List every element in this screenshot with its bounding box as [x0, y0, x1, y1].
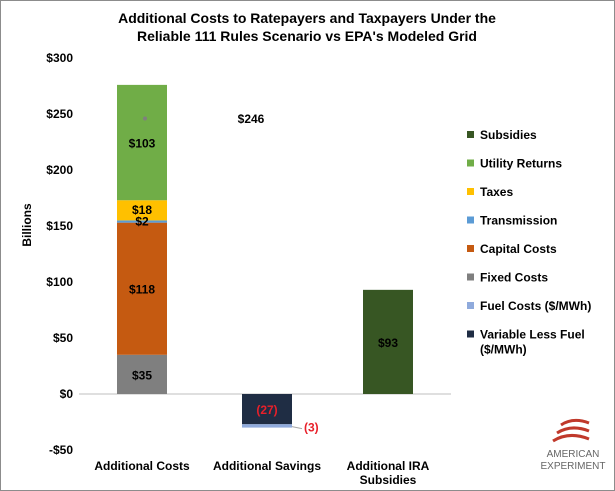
y-tick-label: $250 [46, 107, 73, 121]
chart-title-line-2: Reliable 111 Rules Scenario vs EPA's Mod… [137, 28, 477, 44]
legend-swatch [467, 302, 474, 309]
bar-segment [242, 424, 292, 428]
y-axis-title: Billions [20, 203, 34, 247]
y-tick-label: $200 [46, 163, 73, 177]
bar-segment [117, 354, 167, 394]
bar-segment [242, 394, 292, 425]
x-category-label: Additional IRA [347, 459, 430, 473]
bar-segment [117, 200, 167, 221]
legend-label: Fuel Costs ($/MWh) [480, 299, 591, 313]
data-label: $2 [135, 215, 149, 229]
chart-title: Additional Costs to Ratepayers and Taxpa… [118, 10, 496, 44]
flag-icon [552, 418, 590, 443]
data-label: (27) [256, 403, 277, 417]
y-tick-label: -$50 [49, 443, 73, 457]
bar-segment [117, 84, 167, 201]
legend-swatch [467, 245, 474, 252]
legend-label: Variable Less Fuel [480, 328, 585, 342]
data-label: (3) [304, 421, 319, 435]
logo-text-line-1: AMERICAN [547, 449, 600, 460]
legend-label: Subsidies [480, 128, 537, 142]
x-category-label: Additional Savings [213, 459, 321, 473]
legend: Subsidies Utility Returns Taxes Transmissio… [467, 128, 591, 357]
legend-label: Taxes [480, 185, 513, 199]
data-label: $35 [132, 368, 152, 382]
bar-segment [117, 222, 167, 355]
bar-segment [117, 220, 167, 223]
legend-swatch [467, 159, 474, 167]
data-label: $103 [129, 137, 156, 151]
y-tick-label: $0 [60, 387, 74, 401]
total-annotation: $246 [238, 112, 265, 126]
legend-swatch [467, 273, 474, 281]
data-label: $118 [129, 283, 155, 297]
legend-label: Fixed Costs [480, 271, 548, 285]
chart-title-line-1: Additional Costs to Ratepayers and Taxpa… [118, 10, 496, 26]
bar-segment [363, 289, 413, 394]
legend-label-line-2: ($/MWh) [480, 343, 527, 357]
legend-label: Transmission [480, 214, 557, 228]
american-experiment-logo: AMERICAN EXPERIMENT [540, 418, 606, 472]
data-label: $18 [132, 203, 152, 217]
y-tick-label: $150 [46, 219, 73, 233]
leader-line [291, 426, 303, 430]
legend-swatch [467, 330, 474, 338]
logo-text-line-2: EXPERIMENT [540, 461, 605, 472]
legend-label: Utility Returns [480, 157, 562, 171]
x-category-label: Additional Costs [94, 459, 190, 473]
legend-label: Capital Costs [480, 242, 557, 256]
legend-swatch [467, 216, 474, 224]
x-category-label: Subsidies [360, 473, 417, 487]
y-tick-label: $50 [53, 331, 73, 345]
total-marker [143, 116, 147, 121]
y-tick-label: $100 [46, 275, 73, 289]
legend-swatch [467, 188, 474, 195]
data-label: $93 [378, 336, 398, 350]
y-tick-label: $300 [46, 51, 73, 65]
legend-swatch [467, 131, 474, 138]
